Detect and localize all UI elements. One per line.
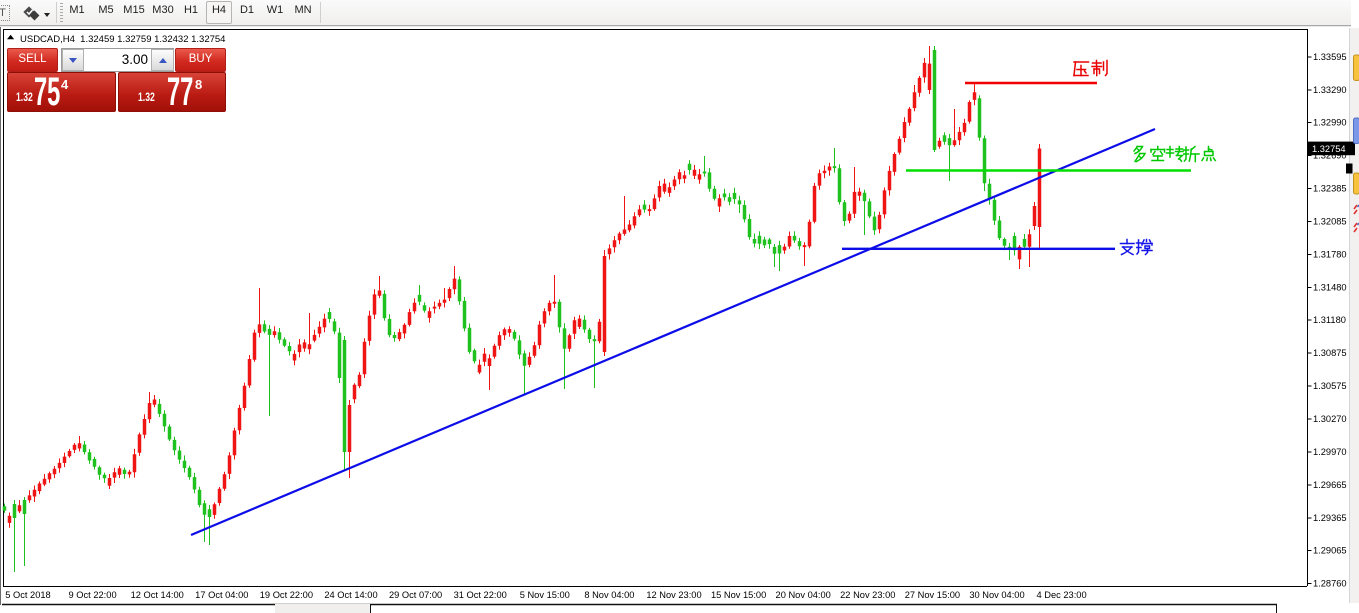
svg-text:22 Nov 23:00: 22 Nov 23:00: [840, 590, 895, 600]
svg-text:20 Nov 04:00: 20 Nov 04:00: [776, 590, 831, 600]
svg-text:1.33290: 1.33290: [1313, 85, 1347, 95]
svg-text:1.29970: 1.29970: [1313, 447, 1347, 457]
svg-text:8 Nov 04:00: 8 Nov 04:00: [584, 590, 634, 600]
svg-text:1.32690: 1.32690: [1313, 151, 1347, 161]
svg-text:1.29665: 1.29665: [1313, 480, 1347, 490]
svg-text:1.31480: 1.31480: [1313, 283, 1347, 293]
svg-text:1.29065: 1.29065: [1313, 546, 1347, 556]
svg-text:5 Nov 15:00: 5 Nov 15:00: [520, 590, 570, 600]
svg-text:1.31780: 1.31780: [1313, 250, 1347, 260]
svg-text:1.32990: 1.32990: [1313, 118, 1347, 128]
svg-text:1.31180: 1.31180: [1313, 315, 1346, 325]
svg-text:9 Oct 22:00: 9 Oct 22:00: [69, 590, 117, 600]
svg-text:15 Nov 15:00: 15 Nov 15:00: [711, 590, 766, 600]
svg-text:1.32385: 1.32385: [1313, 184, 1347, 194]
svg-text:USDCAD,H4 1.32459 1.32759 1.3: USDCAD,H4 1.32459 1.32759 1.32432 1.3275…: [20, 34, 225, 45]
svg-text:1.33595: 1.33595: [1313, 52, 1347, 62]
svg-text:5 Oct 2018: 5 Oct 2018: [5, 590, 50, 600]
svg-text:1.30270: 1.30270: [1313, 414, 1347, 424]
svg-text:1.32754: 1.32754: [1312, 144, 1346, 154]
svg-text:1.30575: 1.30575: [1313, 381, 1347, 391]
svg-text:24 Oct 14:00: 24 Oct 14:00: [324, 590, 377, 600]
svg-text:1.28760: 1.28760: [1313, 579, 1347, 589]
svg-text:29 Oct 07:00: 29 Oct 07:00: [389, 590, 442, 600]
svg-text:31 Oct 22:00: 31 Oct 22:00: [454, 590, 507, 600]
svg-text:1.29365: 1.29365: [1313, 513, 1347, 523]
svg-text:4 Dec 23:00: 4 Dec 23:00: [1037, 590, 1087, 600]
svg-text:17 Oct 04:00: 17 Oct 04:00: [195, 590, 248, 600]
svg-text:12 Oct 14:00: 12 Oct 14:00: [131, 590, 184, 600]
svg-text:1.32085: 1.32085: [1313, 217, 1347, 227]
svg-text:19 Oct 22:00: 19 Oct 22:00: [260, 590, 313, 600]
svg-text:12 Nov 23:00: 12 Nov 23:00: [646, 590, 701, 600]
svg-text:1.30875: 1.30875: [1313, 348, 1347, 358]
svg-text:27 Nov 15:00: 27 Nov 15:00: [905, 590, 960, 600]
svg-text:30 Nov 04:00: 30 Nov 04:00: [969, 590, 1024, 600]
